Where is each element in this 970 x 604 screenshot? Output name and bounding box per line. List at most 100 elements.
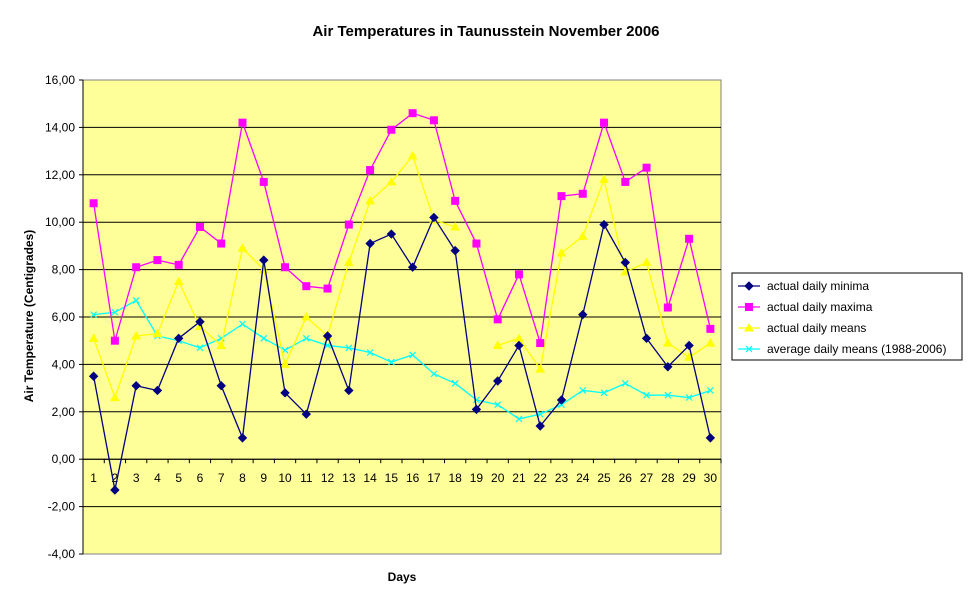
series-3-point [281, 346, 289, 354]
series-2-point [216, 340, 227, 349]
series-0-point [599, 219, 609, 230]
x-marker-stroke [706, 387, 714, 394]
series-1-point [408, 109, 417, 118]
legend-swatch-point [744, 322, 754, 332]
series-0-point [492, 376, 503, 386]
y-axis: -4,00 -2,00 0,00 2,00 4,00 6,00 8,00 10,00 12,00… [45, 73, 84, 561]
series-2-point [556, 248, 567, 257]
x-marker-stroke [409, 351, 417, 359]
series-1-point [132, 263, 141, 272]
x-marker-stroke [451, 379, 459, 387]
series-3-point [685, 394, 693, 402]
x-tick-label: 18 [448, 471, 462, 485]
series-3-point [260, 334, 268, 342]
series-0-point [407, 262, 418, 272]
series-2-point [705, 338, 716, 347]
series-1-point [557, 192, 566, 201]
series-group [88, 109, 716, 495]
x-tick-label: 5 [175, 471, 182, 485]
series-3-point [196, 344, 204, 352]
chart-title: Air Temperatures in Taunusstein November… [312, 23, 659, 40]
x-tick-label: 4 [154, 471, 161, 485]
series-1-point [344, 220, 353, 229]
x-marker-stroke [366, 349, 374, 356]
legend-item: actual daily maxima [738, 300, 873, 314]
series-1-point [302, 282, 311, 291]
x-marker-stroke [324, 342, 331, 349]
series-0-point [578, 309, 588, 320]
series-1-point [238, 118, 247, 127]
series-1-point [174, 260, 183, 269]
series-3-point [600, 389, 608, 397]
x-tick-label: 13 [342, 471, 356, 485]
y-tick-label: 14,00 [45, 120, 75, 134]
x-tick-label: 25 [597, 471, 611, 485]
x-marker-stroke [473, 396, 480, 404]
x-tick-label: 1 [90, 471, 97, 485]
series-0-point [110, 485, 120, 495]
series-3-line [93, 299, 711, 420]
series-2 [88, 150, 716, 402]
x-tick-label: 27 [640, 471, 654, 485]
series-1-point [578, 189, 587, 198]
series-1-point [536, 339, 545, 348]
x-marker-stroke [345, 344, 353, 352]
x-tick-label: 24 [576, 471, 590, 485]
series-0-point [131, 381, 141, 391]
legend-box [731, 272, 963, 361]
x-tick-label: 21 [512, 471, 526, 485]
series-0-point [237, 433, 248, 443]
x-marker-stroke [430, 370, 438, 378]
series-2-point [386, 176, 397, 186]
series-0-point [450, 245, 460, 256]
x-axis-label: Days [388, 570, 417, 584]
series-2-point [343, 257, 354, 266]
x-tick-label: 12 [321, 471, 335, 485]
series-0-point [641, 333, 652, 344]
series-0-point [663, 362, 673, 372]
series-1-line [92, 112, 711, 344]
series-0-point [280, 388, 290, 398]
y-tick-label: 2,00 [52, 405, 76, 419]
series-0-point [88, 371, 99, 381]
series-2-point [577, 231, 588, 240]
series-0-point [216, 381, 226, 391]
series-0-line [92, 216, 712, 491]
x-tick-label: 29 [682, 471, 696, 485]
legend-label: actual daily maxima [767, 300, 873, 314]
series-3-point [706, 387, 714, 394]
series-1-point [217, 239, 226, 248]
x-tick-label: 3 [133, 471, 140, 485]
series-3-point [387, 358, 395, 366]
series-2-point [662, 338, 673, 347]
x-tick-label: 6 [197, 471, 204, 485]
series-1-point [110, 336, 119, 345]
x-tick-label: 28 [661, 471, 675, 485]
x-marker-stroke [387, 358, 395, 366]
series-1-point [89, 199, 98, 208]
x-marker-stroke [260, 334, 268, 342]
x-tick-label: 19 [470, 471, 484, 485]
series-2-point [407, 150, 418, 160]
x-marker-stroke [745, 345, 753, 353]
series-0-point [365, 238, 375, 249]
series-2-point [280, 359, 290, 368]
series-3-point [430, 370, 438, 378]
series-1-point [600, 118, 609, 127]
x-tick-label: 2 [112, 471, 119, 485]
series-1-point [706, 324, 715, 333]
series-0-point [620, 257, 631, 268]
y-tick-label: 10,00 [45, 215, 75, 229]
series-2-point [535, 364, 546, 373]
x-tick-label: 15 [385, 471, 399, 485]
series-1-point [195, 222, 204, 231]
x-tick-label: 8 [239, 471, 246, 485]
series-0-point [386, 229, 397, 239]
series-0-point [684, 340, 694, 351]
y-tick-label: 0,00 [52, 452, 76, 466]
y-tick-label: -2,00 [48, 500, 76, 514]
series-0-point [514, 340, 524, 351]
legend-label: actual daily means [767, 321, 866, 335]
series-3-point [239, 320, 246, 328]
series-3-point [345, 344, 353, 352]
